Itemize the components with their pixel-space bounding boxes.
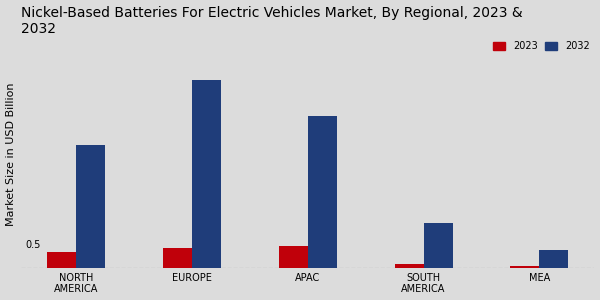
Bar	[192, 80, 221, 268]
Bar	[308, 116, 337, 268]
Text: Nickel-Based Batteries For Electric Vehicles Market, By Regional, 2023 &
2032: Nickel-Based Batteries For Electric Vehi…	[21, 6, 523, 36]
Bar	[76, 145, 105, 268]
Legend: 2023, 2032: 2023, 2032	[493, 41, 590, 51]
Bar	[163, 248, 192, 268]
Text: 0.5: 0.5	[25, 240, 41, 250]
Bar	[424, 223, 452, 268]
Bar	[47, 252, 76, 268]
Bar	[279, 246, 308, 268]
Bar	[511, 266, 539, 268]
Bar	[395, 264, 424, 268]
Bar	[539, 250, 568, 268]
Y-axis label: Market Size in USD Billion: Market Size in USD Billion	[5, 83, 16, 226]
